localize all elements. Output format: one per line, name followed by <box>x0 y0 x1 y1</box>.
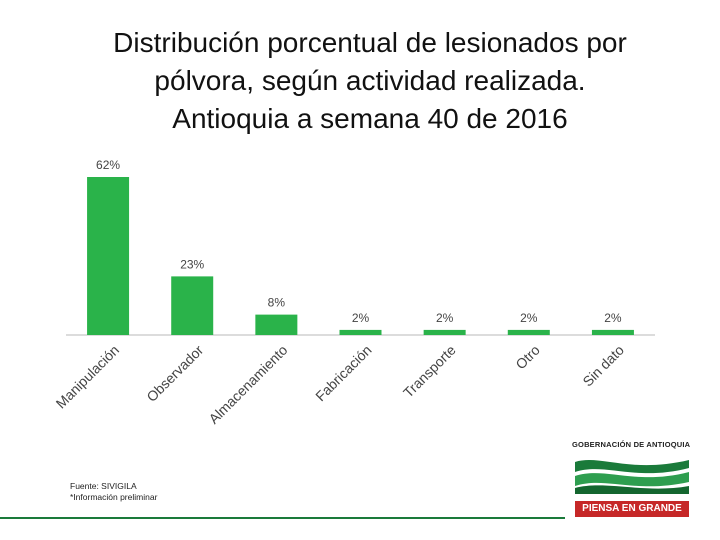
data-label-0: 62% <box>96 158 120 172</box>
bar-chart: 62% 23% 8% 2% 2% 2% 2% Manipulación Observador A… <box>53 158 655 427</box>
data-labels-group: 62% 23% 8% 2% 2% 2% 2% <box>96 158 622 325</box>
data-label-6: 2% <box>604 311 622 325</box>
bar-2 <box>255 314 298 335</box>
title-line-3: Antioquia a semana 40 de 2016 <box>172 103 568 134</box>
data-label-4: 2% <box>436 311 454 325</box>
logo-slogan: PIENSA EN GRANDE <box>575 501 689 517</box>
title-line-2: pólvora, según actividad realizada. <box>154 65 586 96</box>
category-label-3: Fabricación <box>312 342 374 404</box>
footnote: Fuente: SIVIGILA *Información preliminar <box>70 481 157 503</box>
category-labels-group: Manipulación Observador Almacenamiento Fabr… <box>53 342 628 427</box>
footnote-note: *Información preliminar <box>70 492 158 502</box>
bar-5 <box>507 329 550 335</box>
bar-6 <box>591 329 634 335</box>
bars-group <box>87 177 634 335</box>
category-label-0: Manipulación <box>53 342 123 412</box>
gobernacion-logo: GOBERNACIÓN DE ANTIOQUIA PIENSA EN GRAND… <box>572 440 692 520</box>
category-label-6: Sin dato <box>579 342 627 390</box>
logo-org-name: GOBERNACIÓN DE ANTIOQUIA <box>572 440 691 449</box>
data-label-1: 23% <box>180 257 204 271</box>
title-line-1: Distribución porcentual de lesionados po… <box>113 27 627 58</box>
data-label-3: 2% <box>352 311 370 325</box>
bar-0 <box>87 177 130 335</box>
bar-3 <box>339 329 382 335</box>
slide-title: Distribución porcentual de lesionados po… <box>40 24 700 138</box>
bar-4 <box>423 329 466 335</box>
bottom-rule <box>0 517 565 519</box>
category-label-1: Observador <box>143 342 206 405</box>
category-label-2: Almacenamiento <box>205 342 290 427</box>
flag-emblem-icon <box>575 452 689 494</box>
data-label-5: 2% <box>520 311 538 325</box>
bar-1 <box>171 276 214 335</box>
category-label-4: Transporte <box>400 342 459 401</box>
data-label-2: 8% <box>268 296 286 310</box>
footnote-source: Fuente: SIVIGILA <box>70 481 137 491</box>
category-label-5: Otro <box>512 342 543 373</box>
